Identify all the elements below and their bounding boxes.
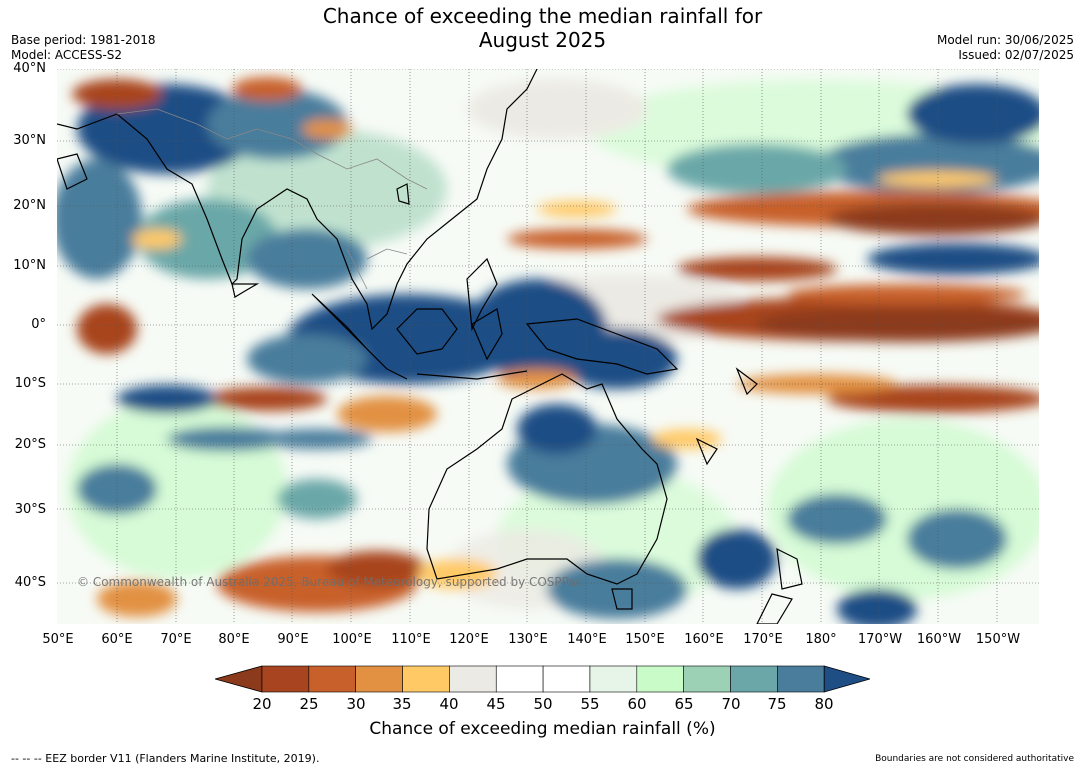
lon-label-70e: 70°E (160, 632, 192, 647)
colorbar-tick-35: 35 (392, 695, 412, 713)
colorbar-tick-40: 40 (439, 695, 459, 713)
title-line-1: Chance of exceeding the median rainfall … (322, 4, 763, 28)
colorbar-tick-30: 30 (346, 695, 366, 713)
colorbar-upper-arrow (823, 665, 870, 693)
lon-label-150w: 150°W (975, 632, 1021, 647)
colorbar-tick-55: 55 (580, 695, 600, 713)
colorbar-tick-50: 50 (533, 695, 553, 713)
colorbar-tick-70: 70 (721, 695, 741, 713)
lon-label-100e: 100°E (332, 632, 372, 647)
colorbar-bin-20-25 (261, 665, 310, 693)
lat-label-10s: 10°S (14, 376, 46, 391)
graticule (57, 69, 1039, 624)
lon-label-130e: 130°E (508, 632, 548, 647)
colorbar-bin-75-80 (777, 665, 825, 693)
colorbar-tick-80: 80 (814, 695, 834, 713)
colorbar-bin-70-75 (730, 665, 778, 693)
model-name: Model: ACCESS-S2 (11, 48, 123, 62)
colorbar-tick-25: 25 (299, 695, 319, 713)
lat-label-0: 0° (31, 317, 46, 332)
title-line-2: August 2025 (478, 28, 607, 52)
colorbar-lower-arrow (215, 665, 263, 693)
country-borders (116, 108, 428, 290)
colorbar-tick-20: 20 (252, 695, 272, 713)
colorbar-bin-45-50 (495, 665, 544, 693)
lon-label-160w: 160°W (916, 632, 962, 647)
base-period: Base period: 1981-2018 (11, 33, 156, 47)
colorbar-tick-75: 75 (767, 695, 787, 713)
eez-border-note: -- -- -- EEZ border V11 (Flanders Marine… (11, 752, 320, 765)
lon-label-150e: 150°E (625, 632, 665, 647)
lon-label-50e: 50°E (42, 632, 74, 647)
lon-label-140e: 140°E (567, 632, 607, 647)
run-info: Model run: 30/06/2025 Issued: 02/07/2025 (937, 33, 1074, 63)
lat-label-30s: 30°S (14, 502, 46, 517)
copyright-notice: © Commonwealth of Australia 2025, Bureau… (77, 575, 583, 589)
colorbar-bin-50-55 (542, 665, 591, 693)
lon-label-170e: 170°E (743, 632, 783, 647)
colorbar-bin-35-40 (402, 665, 450, 693)
colorbar (215, 665, 870, 693)
colorbar-bin-40-45 (449, 665, 497, 693)
lon-label-180: 180° (805, 632, 837, 647)
colorbar-bin-65-70 (683, 665, 731, 693)
lon-label-160e: 160°E (684, 632, 724, 647)
lon-label-90e: 90°E (277, 632, 309, 647)
lon-label-110e: 110°E (391, 632, 431, 647)
colorbar-tick-65: 65 (674, 695, 694, 713)
issued-date: Issued: 02/07/2025 (958, 48, 1074, 62)
colorbar-bin-60-65 (636, 665, 684, 693)
lat-label-20s: 20°S (14, 437, 46, 452)
rainfall-map (57, 69, 1039, 624)
model-info: Base period: 1981-2018 Model: ACCESS-S2 (11, 33, 156, 63)
colorbar-bin-55-60 (589, 665, 638, 693)
colorbar-tick-45: 45 (486, 695, 506, 713)
lat-label-40n: 40°N (13, 61, 46, 76)
lat-label-10n: 10°N (13, 258, 46, 273)
colorbar-bin-30-35 (355, 665, 403, 693)
colorbar-title: Chance of exceeding median rainfall (%) (369, 719, 716, 739)
colorbar-tick-60: 60 (627, 695, 647, 713)
colorbar-bin-25-30 (308, 665, 356, 693)
lat-label-30n: 30°N (13, 133, 46, 148)
model-run-date: Model run: 30/06/2025 (936, 33, 1074, 47)
lon-label-80e: 80°E (218, 632, 250, 647)
lon-label-170w: 170°W (857, 632, 903, 647)
coastlines (57, 69, 803, 624)
lat-label-20n: 20°N (13, 198, 46, 213)
lon-label-60e: 60°E (101, 632, 133, 647)
lon-label-120e: 120°E (449, 632, 489, 647)
lat-label-40s: 40°S (14, 575, 46, 590)
map-title: Chance of exceeding the median rainfall … (0, 4, 1085, 52)
boundaries-disclaimer: Boundaries are not considered authoritat… (875, 754, 1074, 764)
